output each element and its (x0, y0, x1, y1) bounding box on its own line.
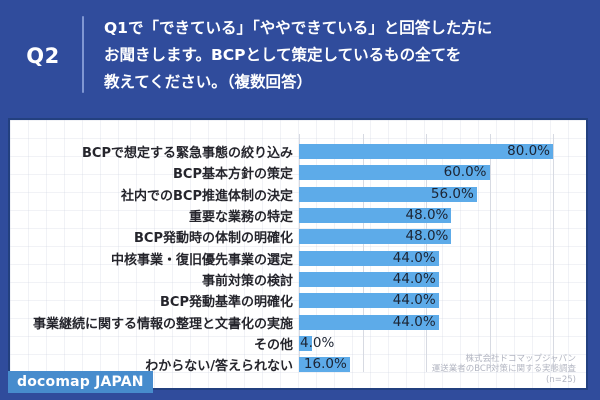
bar (299, 186, 477, 202)
bar-track: 44.0% (299, 249, 586, 266)
value-label: 80.0% (507, 143, 550, 160)
bar-track: 48.0% (299, 207, 586, 224)
bar (299, 335, 312, 351)
question-number: Q2 (26, 44, 60, 68)
category-label: 重要な業務の特定 (188, 210, 293, 226)
question-text-line: 教えてください。（複数回答） (104, 73, 313, 91)
question-text-line: Q1で「できている」「ややできている」と回答した方に (104, 19, 493, 37)
value-label: 4.0% (300, 334, 335, 351)
bar-track: 44.0% (299, 313, 586, 330)
value-label: 44.0% (392, 313, 436, 330)
bar (299, 208, 452, 224)
bar-track: 56.0% (299, 185, 586, 202)
category-label: 社内でのBCP推進体制の決定 (121, 188, 293, 204)
bar (299, 293, 439, 309)
chart-row: BCP基本方針の策定 60.0% (10, 162, 586, 183)
category-label: 中核事業・復旧優先事業の選定 (110, 252, 293, 268)
source-note: 株式会社ドコマップジャパン 運送業者のBCP対策に関する実態調査 (n=25) (432, 354, 576, 386)
gridline-60pct (489, 134, 491, 372)
chart-row: 事前対策の検討 44.0% (10, 269, 586, 290)
category-label: BCP発動基準の明確化 (160, 295, 293, 311)
bar (299, 165, 490, 181)
bar-track: 16.0% (299, 356, 586, 373)
bar-track: 48.0% (299, 228, 586, 245)
category-label: わからない/答えられない (145, 359, 293, 375)
bar-track: 44.0% (299, 292, 586, 309)
chart-row: BCP発動基準の明確化 44.0% (10, 290, 586, 311)
gridline-80pct (553, 134, 554, 372)
bar-track: 4.0% (299, 334, 586, 351)
value-label: 56.0% (430, 185, 474, 202)
value-label: 44.0% (392, 292, 436, 309)
source-line: 運送業者のBCP対策に関する実態調査 (431, 364, 576, 374)
question-text: Q1で「できている」「ややできている」と回答した方に お聞きします。BCPとして… (104, 15, 492, 96)
bar-track: 60.0% (299, 164, 586, 181)
category-label: BCP基本方針の策定 (173, 167, 293, 183)
category-label: 事業継続に関する情報の整理と文書化の実施 (32, 316, 293, 332)
chart-row: BCPで想定する緊急事態の絞り込み 80.0% (10, 141, 586, 162)
value-label: 60.0% (443, 164, 487, 181)
category-label: 事前対策の検討 (201, 273, 293, 289)
bar-track: 44.0% (299, 270, 586, 287)
value-label: 48.0% (405, 228, 449, 245)
bar (299, 271, 439, 287)
question-text-line: お聞きします。BCPとして策定しているもの全てを (104, 46, 462, 64)
bar-track: 80.0% (299, 143, 586, 160)
bar (299, 144, 553, 160)
bar-chart: BCPで想定する緊急事態の絞り込み 80.0% BCP基本方針の策定 60.0% 社内で… (10, 141, 586, 375)
chart-row: BCP発動時の体制の明確化 48.0% (10, 226, 586, 247)
chart-row: 重要な業務の特定 48.0% (10, 205, 586, 226)
bar (299, 314, 439, 330)
category-label: BCPで想定する緊急事態の絞り込み (82, 146, 293, 162)
chart-row: 社内でのBCP推進体制の決定 56.0% (10, 184, 586, 205)
bar (299, 229, 452, 245)
bar (299, 357, 350, 373)
value-label: 48.0% (405, 207, 449, 224)
value-label: 44.0% (392, 270, 436, 287)
bar (299, 250, 439, 266)
value-label: 44.0% (392, 249, 436, 266)
chart-row: その他 4.0% (10, 333, 586, 354)
source-line: 株式会社ドコマップジャパン (465, 353, 576, 364)
source-line: (n=25) (546, 374, 576, 385)
chart-row: 事業継続に関する情報の整理と文書化の実施 44.0% (10, 311, 586, 332)
docomap-logo: docomap JAPAN (8, 371, 153, 393)
chart-row: 中核事業・復旧優先事業の選定 44.0% (10, 247, 586, 268)
chart-panel: BCPで想定する緊急事態の絞り込み 80.0% BCP基本方針の策定 60.0% 社内で… (8, 118, 588, 390)
category-label: BCP発動時の体制の明確化 (134, 231, 293, 247)
chart-row: わからない/答えられない 16.0% (10, 354, 586, 375)
category-label: その他 (253, 337, 293, 353)
value-label: 16.0% (303, 356, 347, 373)
header-divider (82, 16, 84, 93)
